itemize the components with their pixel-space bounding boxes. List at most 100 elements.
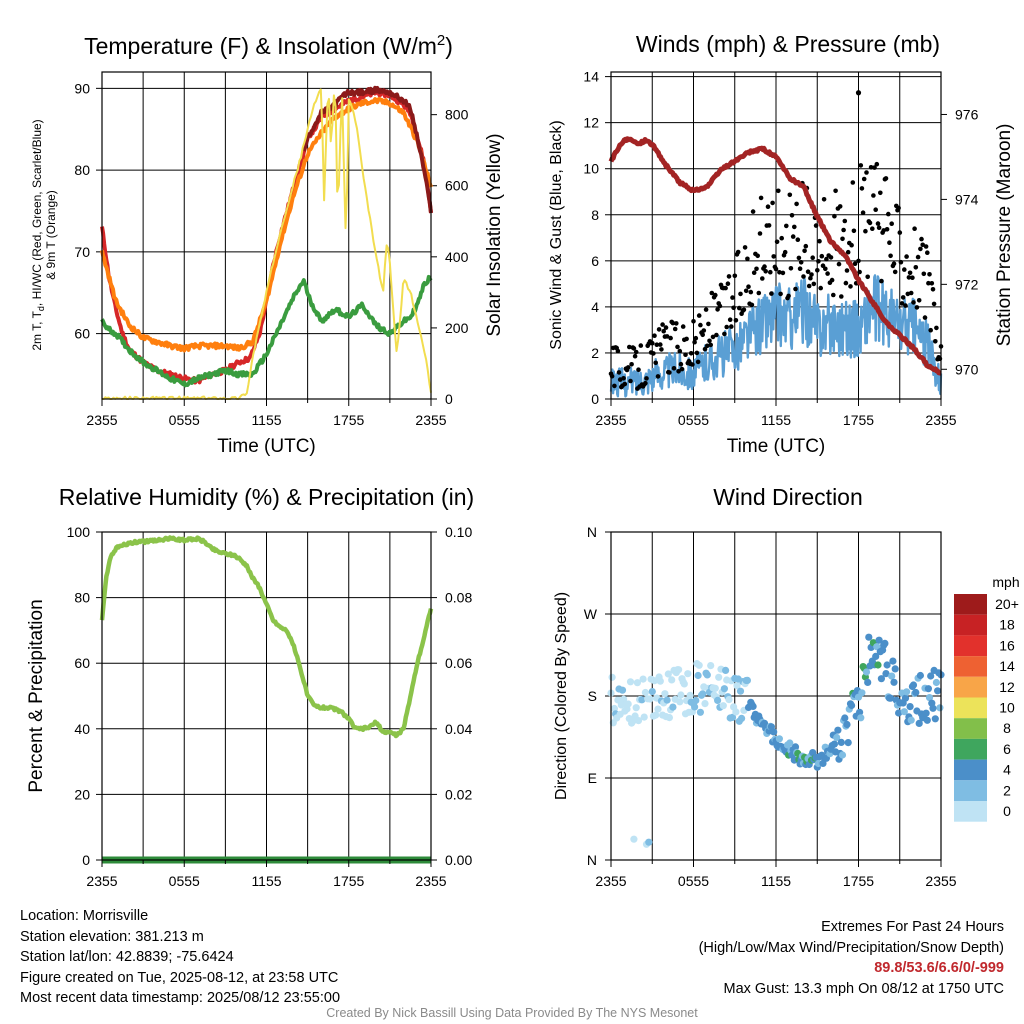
x-axis-label: Time (UTC)	[217, 436, 316, 457]
gust-point	[627, 344, 632, 350]
y-tick-label: 60	[74, 655, 90, 671]
direction-point	[890, 678, 898, 686]
direction-tick-label: N	[587, 524, 597, 540]
y-tick-label: 0	[82, 852, 90, 868]
x-tick-label: 2355	[595, 412, 626, 428]
colorbar-label: 2	[1003, 782, 1011, 798]
y-right-tick-label: 400	[445, 249, 469, 265]
direction-point	[932, 678, 941, 687]
direction-point	[676, 698, 684, 706]
gust-point	[706, 321, 711, 327]
gust-point	[913, 265, 919, 270]
y-tick-label: 80	[74, 162, 90, 178]
gust-point	[713, 292, 718, 298]
x-tick-label: 2355	[415, 412, 446, 428]
y-tick-label: 20	[74, 786, 90, 802]
direction-point	[743, 676, 752, 685]
gust-point	[651, 351, 656, 356]
gust-point	[818, 285, 823, 291]
gust-point	[916, 298, 922, 303]
direction-point	[838, 751, 847, 759]
gust-point	[896, 205, 901, 211]
direction-point	[837, 738, 845, 747]
gust-point	[768, 269, 773, 275]
direction-point	[883, 661, 891, 669]
gust-point	[850, 180, 856, 185]
gust-point	[779, 235, 784, 241]
y-tick-label: 2	[591, 345, 599, 361]
gust-point	[861, 176, 867, 182]
gust-point	[724, 324, 729, 330]
y-right-tick-label: 0.08	[445, 590, 472, 606]
direction-point	[639, 675, 647, 683]
direction-point	[888, 672, 896, 680]
direction-point	[665, 714, 674, 722]
direction-point	[680, 680, 688, 688]
gust-point	[870, 226, 875, 231]
x-tick-label: 2355	[86, 412, 117, 428]
gust-point	[782, 249, 788, 255]
gust-point	[726, 274, 732, 279]
gust-point	[819, 253, 825, 259]
gust-point	[836, 261, 842, 267]
gust-point	[833, 188, 838, 194]
direction-point	[889, 657, 897, 665]
x-tick-label: 1155	[761, 412, 791, 428]
y-right-tick-label: 0.10	[445, 524, 472, 540]
gust-point	[636, 367, 641, 373]
direction-point	[934, 687, 942, 695]
gust-point	[701, 328, 707, 333]
gust-point	[766, 223, 772, 228]
gust-point	[758, 195, 764, 201]
direction-point	[686, 691, 694, 700]
direction-point	[872, 652, 880, 661]
gust-point	[616, 370, 622, 375]
gust-point	[930, 287, 936, 292]
direction-point	[877, 675, 886, 683]
gust-point	[784, 223, 789, 229]
gust-point	[933, 339, 938, 344]
gust-point	[621, 376, 626, 381]
gust-point	[886, 211, 891, 217]
gust-point	[928, 327, 933, 333]
y-tick-label: 40	[74, 721, 90, 737]
gust-point	[843, 280, 849, 286]
colorbar-label: 16	[999, 637, 1015, 653]
gust-point	[756, 290, 762, 296]
gust-point	[612, 383, 617, 389]
x-tick-label: 2355	[925, 873, 956, 889]
gust-point	[810, 255, 815, 260]
direction-point	[669, 703, 677, 711]
colorbar-swatch	[954, 676, 987, 698]
gust-point	[684, 336, 689, 342]
direction-point	[924, 685, 933, 693]
gust-point	[888, 253, 893, 259]
gust-point	[923, 244, 929, 249]
direction-point	[640, 713, 648, 721]
y-tick-label: 6	[591, 253, 599, 269]
gust-point	[671, 366, 677, 371]
gust-point	[803, 243, 809, 249]
gust-point	[725, 281, 731, 287]
gust-point	[700, 332, 705, 338]
x-tick-label: 2355	[415, 873, 446, 889]
max-gust-point	[855, 90, 862, 96]
direction-point	[715, 673, 723, 681]
gust-point	[660, 322, 665, 327]
gust-point	[864, 170, 869, 175]
direction-point	[927, 672, 935, 680]
gust-point	[871, 193, 876, 198]
direction-point	[692, 696, 700, 705]
direction-point	[654, 705, 662, 713]
gust-point	[845, 249, 851, 255]
y-tick-label: 12	[583, 115, 599, 131]
gust-point	[925, 250, 930, 255]
temperature-series-line	[100, 274, 433, 388]
gust-point	[858, 163, 864, 168]
gust-point	[693, 335, 699, 341]
temperature-left-axis-label: 2m T, Td, HI/WC (Red, Green, Scarlet/Blu…	[30, 119, 46, 350]
direction-point	[675, 666, 683, 674]
gust-point	[780, 270, 786, 276]
direction-point	[626, 678, 635, 686]
